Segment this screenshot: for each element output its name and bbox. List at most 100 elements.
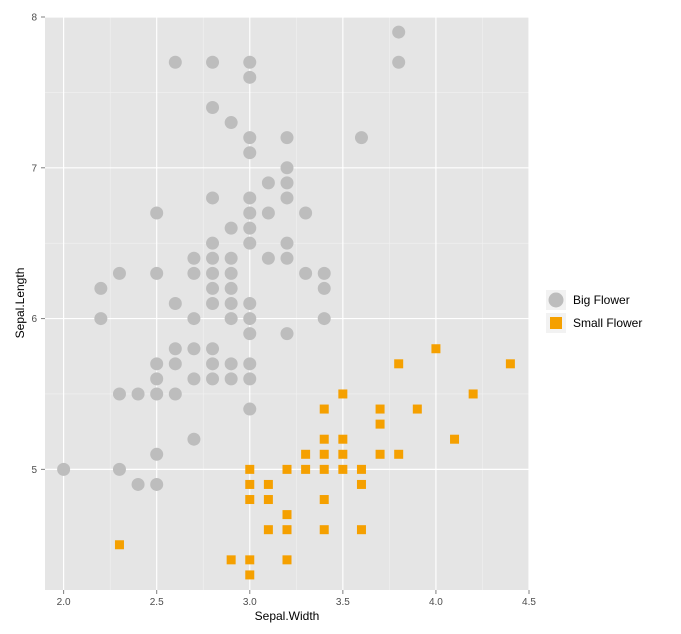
big-flower-point <box>131 477 145 491</box>
x-tick-label: 4.0 <box>429 597 443 608</box>
small-flower-point <box>282 464 292 474</box>
x-axis: 2.0 2.5 3.0 3.5 4.0 4.5 <box>57 590 536 608</box>
small-flower-point <box>263 495 273 505</box>
legend-square-symbol <box>550 317 562 329</box>
big-flower-point <box>206 191 220 205</box>
big-flower-point <box>206 55 220 69</box>
big-flower-point <box>317 312 331 326</box>
big-flower-point <box>168 387 182 401</box>
big-flower-point <box>150 266 164 280</box>
x-tick-label: 4.5 <box>522 597 536 608</box>
small-flower-point <box>375 449 385 459</box>
small-flower-point <box>338 434 348 444</box>
small-flower-point <box>338 449 348 459</box>
small-flower-point <box>338 464 348 474</box>
big-flower-point <box>261 251 275 265</box>
big-flower-point <box>168 55 182 69</box>
big-flower-point <box>112 387 126 401</box>
small-flower-point <box>282 525 292 535</box>
big-flower-point <box>392 55 406 69</box>
small-flower-point <box>356 464 366 474</box>
x-tick-label: 3.5 <box>336 597 350 608</box>
big-flower-point <box>150 372 164 386</box>
y-tick-label: 7 <box>31 163 37 174</box>
small-flower-point <box>412 404 422 414</box>
big-flower-point <box>168 342 182 356</box>
small-flower-point <box>505 359 515 369</box>
big-flower-point <box>168 357 182 371</box>
big-flower-point <box>243 55 257 69</box>
small-flower-point <box>263 525 273 535</box>
big-flower-point <box>187 372 201 386</box>
small-flower-point <box>468 389 478 399</box>
small-flower-point <box>394 359 404 369</box>
big-flower-point <box>57 462 71 476</box>
small-flower-point <box>319 434 329 444</box>
big-flower-point <box>280 327 294 341</box>
small-flower-point <box>263 479 273 489</box>
big-flower-point <box>243 191 257 205</box>
y-tick-label: 8 <box>31 13 37 24</box>
big-flower-point <box>243 372 257 386</box>
big-flower-point <box>261 206 275 220</box>
small-flower-point <box>356 479 366 489</box>
y-tick-label: 5 <box>31 465 37 476</box>
small-flower-point <box>450 434 460 444</box>
x-tick-label: 2.0 <box>57 597 71 608</box>
big-flower-point <box>224 372 238 386</box>
big-flower-point <box>243 146 257 160</box>
big-flower-point <box>206 236 220 250</box>
big-flower-point <box>243 312 257 326</box>
data-points <box>57 25 515 580</box>
legend-item: Small Flower <box>546 313 642 333</box>
small-flower-point <box>319 449 329 459</box>
big-flower-point <box>150 206 164 220</box>
small-flower-point <box>375 419 385 429</box>
big-flower-point <box>261 176 275 190</box>
big-flower-point <box>206 251 220 265</box>
big-flower-point <box>224 251 238 265</box>
small-flower-point <box>226 555 236 565</box>
big-flower-point <box>206 100 220 114</box>
small-flower-point <box>245 570 255 580</box>
big-flower-point <box>224 116 238 130</box>
big-flower-point <box>224 221 238 235</box>
small-flower-point <box>301 449 311 459</box>
big-flower-point <box>206 357 220 371</box>
big-flower-point <box>280 161 294 175</box>
big-flower-point <box>243 402 257 416</box>
big-flower-point <box>112 266 126 280</box>
small-flower-point <box>394 449 404 459</box>
big-flower-point <box>280 131 294 145</box>
big-flower-point <box>168 297 182 310</box>
big-flower-point <box>150 447 164 461</box>
small-flower-point <box>114 540 124 550</box>
plot-panel <box>45 17 529 590</box>
big-flower-point <box>224 297 238 310</box>
big-flower-point <box>317 281 331 295</box>
big-flower-point <box>94 312 108 326</box>
big-flower-point <box>187 342 201 356</box>
big-flower-point <box>243 131 257 145</box>
big-flower-point <box>243 297 257 310</box>
small-flower-point <box>319 464 329 474</box>
small-flower-point <box>245 479 255 489</box>
small-flower-point <box>301 464 311 474</box>
legend-label: Big Flower <box>573 293 630 307</box>
x-axis-title: Sepal.Width <box>255 609 320 623</box>
big-flower-point <box>187 266 201 280</box>
big-flower-point <box>206 297 220 310</box>
small-flower-point <box>338 389 348 399</box>
big-flower-point <box>280 191 294 205</box>
y-axis-title: Sepal.Length <box>13 268 27 339</box>
big-flower-point <box>224 357 238 371</box>
big-flower-point <box>280 251 294 265</box>
small-flower-point <box>282 555 292 565</box>
x-tick-label: 2.5 <box>150 597 164 608</box>
big-flower-point <box>206 342 220 356</box>
big-flower-point <box>187 432 201 446</box>
big-flower-point <box>243 206 257 220</box>
big-flower-point <box>243 357 257 371</box>
big-flower-point <box>392 25 406 39</box>
big-flower-point <box>299 206 313 220</box>
